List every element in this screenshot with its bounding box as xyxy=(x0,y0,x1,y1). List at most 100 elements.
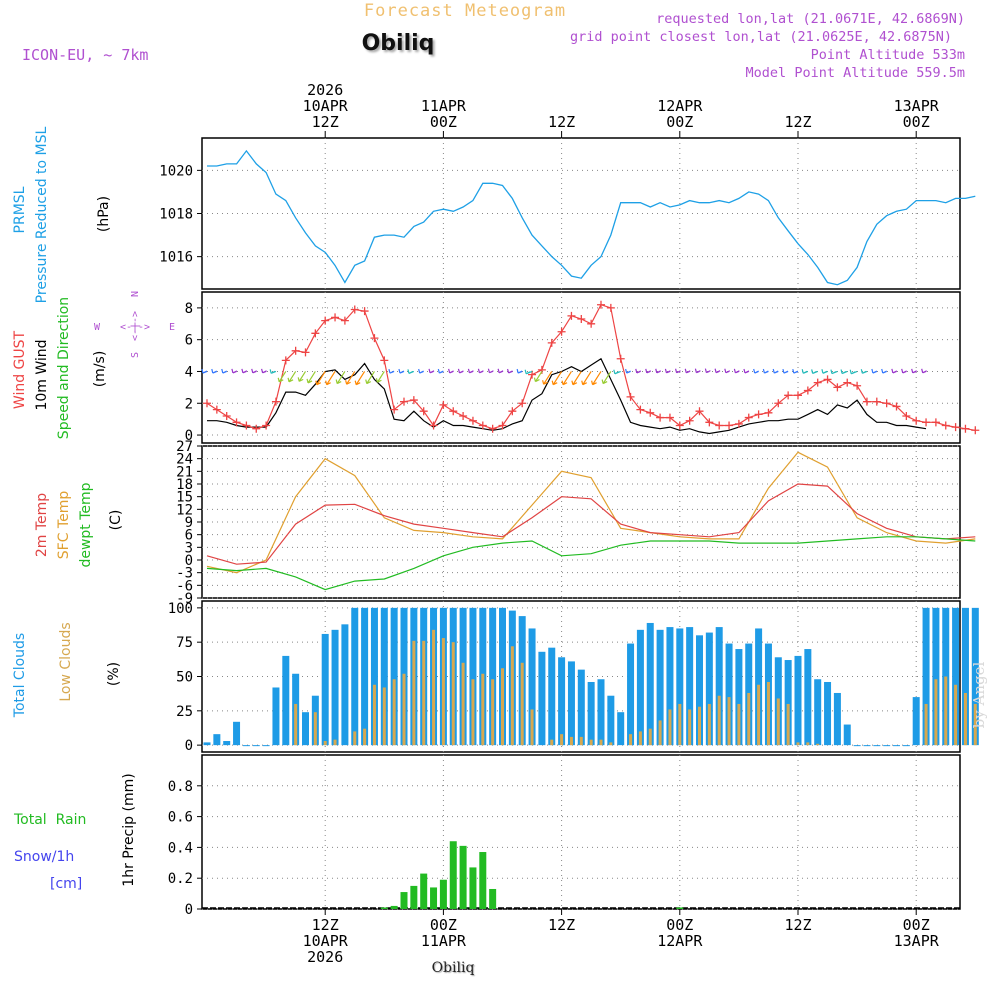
temperature-ytick-label: 24 xyxy=(176,452,193,468)
total-cloud-bar xyxy=(912,697,920,746)
wind-direction-arrow xyxy=(407,369,415,374)
wind-direction-arrow xyxy=(201,368,208,374)
wind-gust-marker xyxy=(695,407,704,416)
wind-gust-marker xyxy=(311,329,320,338)
wind-direction-arrow xyxy=(551,371,563,386)
low-cloud-bar xyxy=(294,703,298,746)
wind-ytick-label: 6 xyxy=(185,333,193,349)
precip-frame xyxy=(201,754,961,910)
wind-direction-arrow xyxy=(792,368,799,374)
total-rain-label: Total Rain xyxy=(13,812,86,828)
rain-bar xyxy=(430,887,438,909)
wind-direction-arrow xyxy=(467,368,474,374)
wind-gust-marker xyxy=(271,397,280,406)
wind-ytick-label: 8 xyxy=(185,301,193,317)
pressure-labels: PRMSL Pressure Reduced to MSL (hPa) xyxy=(12,126,112,303)
wind-gust-marker xyxy=(941,421,950,430)
wind-direction-arrow xyxy=(261,368,267,374)
low-cloud-bar xyxy=(766,681,770,746)
wind-gust-marker xyxy=(725,421,734,430)
bottom-tick-label: 00Z xyxy=(430,916,457,934)
wind-direction-arrow xyxy=(571,371,582,386)
bottom-tick-label: 13APR xyxy=(894,932,940,950)
wind-direction-arrow xyxy=(645,368,652,374)
precip-labels: Total Rain Snow/1h [cm] 1hr Precip (mm) xyxy=(13,773,137,892)
wind-direction-arrow xyxy=(497,368,504,374)
wind-direction-arrow xyxy=(684,368,691,374)
total-cloud-bar xyxy=(863,745,871,747)
wind-gust-marker xyxy=(400,397,408,406)
wind-gust-marker xyxy=(665,413,674,422)
wind-gust-marker xyxy=(803,386,812,395)
wind-direction-arrow xyxy=(881,368,887,374)
wind-direction-arrow xyxy=(354,371,366,386)
wind-direction-arrow xyxy=(306,371,316,384)
wind-gust-marker xyxy=(853,381,862,390)
wind-gust-label: Wind GUST xyxy=(12,330,28,409)
total-cloud-bar xyxy=(824,681,832,746)
temp-labels: 2m Temp SFC Temp dewpt Temp (C) xyxy=(34,482,124,567)
total-cloud-bar xyxy=(587,681,595,746)
total-cloud-bar xyxy=(833,692,841,746)
temperature-ytick-label: -6 xyxy=(176,578,193,594)
low-cloud-bar xyxy=(481,673,485,746)
wind-direction-arrow xyxy=(724,368,731,374)
station-title: Obiliq xyxy=(362,31,435,56)
rain-bar xyxy=(459,845,467,909)
low-cloud-bar xyxy=(638,731,642,746)
total-cloud-bar xyxy=(262,745,270,747)
wind-direction-arrow xyxy=(277,371,287,383)
temperature-ytick-label: 27 xyxy=(176,439,193,455)
chart-title: Forecast Meteogram xyxy=(364,1,566,21)
wind-direction-arrow xyxy=(613,369,621,375)
wind-gust-marker xyxy=(577,315,586,324)
wind-gust-marker xyxy=(370,334,379,343)
rain-bar xyxy=(390,905,398,909)
compass-arrow-horizontal: <-|-> xyxy=(120,322,150,333)
bottom-tick-label: 10APR xyxy=(303,932,349,950)
total-cloud-bar xyxy=(380,607,388,746)
low-cloud-bar xyxy=(934,679,938,746)
wind-gust-marker xyxy=(262,421,271,430)
rain-bar xyxy=(410,885,418,909)
low-cloud-bar xyxy=(707,703,711,746)
wind-speed-dir-label: Speed and Direction xyxy=(56,297,72,439)
wind-direction-arrow xyxy=(581,371,592,386)
wind-gust-marker xyxy=(606,303,615,312)
temp-2m-line xyxy=(206,483,976,565)
total-cloud-bar xyxy=(489,607,497,746)
wind-gust-marker xyxy=(508,407,517,416)
low-cloud-bar xyxy=(776,698,780,746)
total-cloud-bar xyxy=(528,628,536,746)
total-cloud-bar xyxy=(627,643,635,746)
compass-w: W xyxy=(94,322,101,333)
clouds-ytick-label: 100 xyxy=(168,601,193,617)
total-cloud-bar xyxy=(548,647,556,746)
rain-bar xyxy=(400,892,408,909)
total-cloud-bar xyxy=(646,622,654,746)
wind-gust-marker xyxy=(360,307,369,316)
wind-10m-label: 10m Wind xyxy=(34,339,50,410)
low-cloud-bar xyxy=(973,703,977,746)
pressure-frame xyxy=(201,137,961,290)
wind-gust-marker xyxy=(616,354,625,363)
wind-direction-arrow xyxy=(860,369,868,374)
low-cloud-bar xyxy=(668,709,672,746)
wind-gust-marker xyxy=(419,407,428,416)
total-cloud-bar xyxy=(843,724,851,746)
low-cloud-bar xyxy=(451,642,455,746)
wind-gust-marker xyxy=(636,405,645,414)
total-cloud-bar xyxy=(656,629,664,746)
total-cloud-bar xyxy=(558,657,566,746)
footer-station: Obiliq xyxy=(432,960,475,976)
wind-direction-arrow xyxy=(241,368,248,374)
low-cloud-bar xyxy=(954,684,958,746)
low-clouds-label: Low Clouds xyxy=(58,622,74,701)
wind-direction-arrow xyxy=(625,368,631,374)
total-cloud-bar xyxy=(321,633,329,746)
bottom-tick-label: 2026 xyxy=(307,948,343,966)
wind-direction-arrow xyxy=(772,368,779,374)
